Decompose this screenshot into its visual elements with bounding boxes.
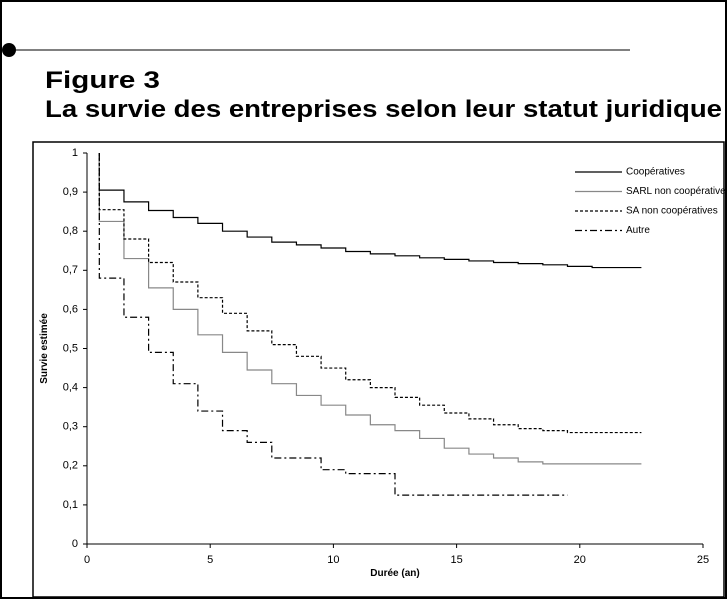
legend-label: Autre (626, 225, 650, 236)
legend-label: Coopératives (626, 167, 685, 178)
survival-curve (98, 153, 642, 269)
survival-curve (98, 153, 568, 496)
chart-frame (32, 141, 725, 598)
figure-title: La survie des entreprises selon leur sta… (45, 96, 722, 123)
x-axis-label: Durée (an) (370, 568, 419, 579)
x-tick-label: 25 (697, 554, 709, 566)
survival-curve (98, 153, 642, 434)
y-tick-label: 0,3 (63, 421, 78, 433)
y-tick-label: 1 (72, 147, 78, 159)
y-axis-label: Survie estimée (39, 313, 50, 384)
y-tick-label: 0,1 (63, 499, 78, 511)
y-tick-label: 0,5 (63, 342, 78, 354)
x-tick-label: 10 (327, 554, 339, 566)
x-tick-label: 5 (207, 554, 213, 566)
x-tick-label: 15 (450, 554, 462, 566)
survival-curve (98, 153, 642, 465)
legend-label: SARL non coopératives (626, 186, 727, 197)
y-tick-label: 0,6 (63, 303, 78, 315)
y-tick-label: 0,2 (63, 460, 78, 472)
legend-label: SA non coopératives (626, 206, 718, 217)
y-tick-label: 0,9 (63, 186, 78, 198)
figure-label: Figure 3 (45, 67, 160, 94)
x-tick-label: 0 (84, 554, 90, 566)
x-tick-label: 20 (574, 554, 586, 566)
y-tick-label: 0,4 (63, 382, 78, 394)
y-tick-label: 0 (72, 538, 78, 550)
y-tick-label: 0,8 (63, 225, 78, 237)
y-tick-label: 0,7 (63, 264, 78, 276)
